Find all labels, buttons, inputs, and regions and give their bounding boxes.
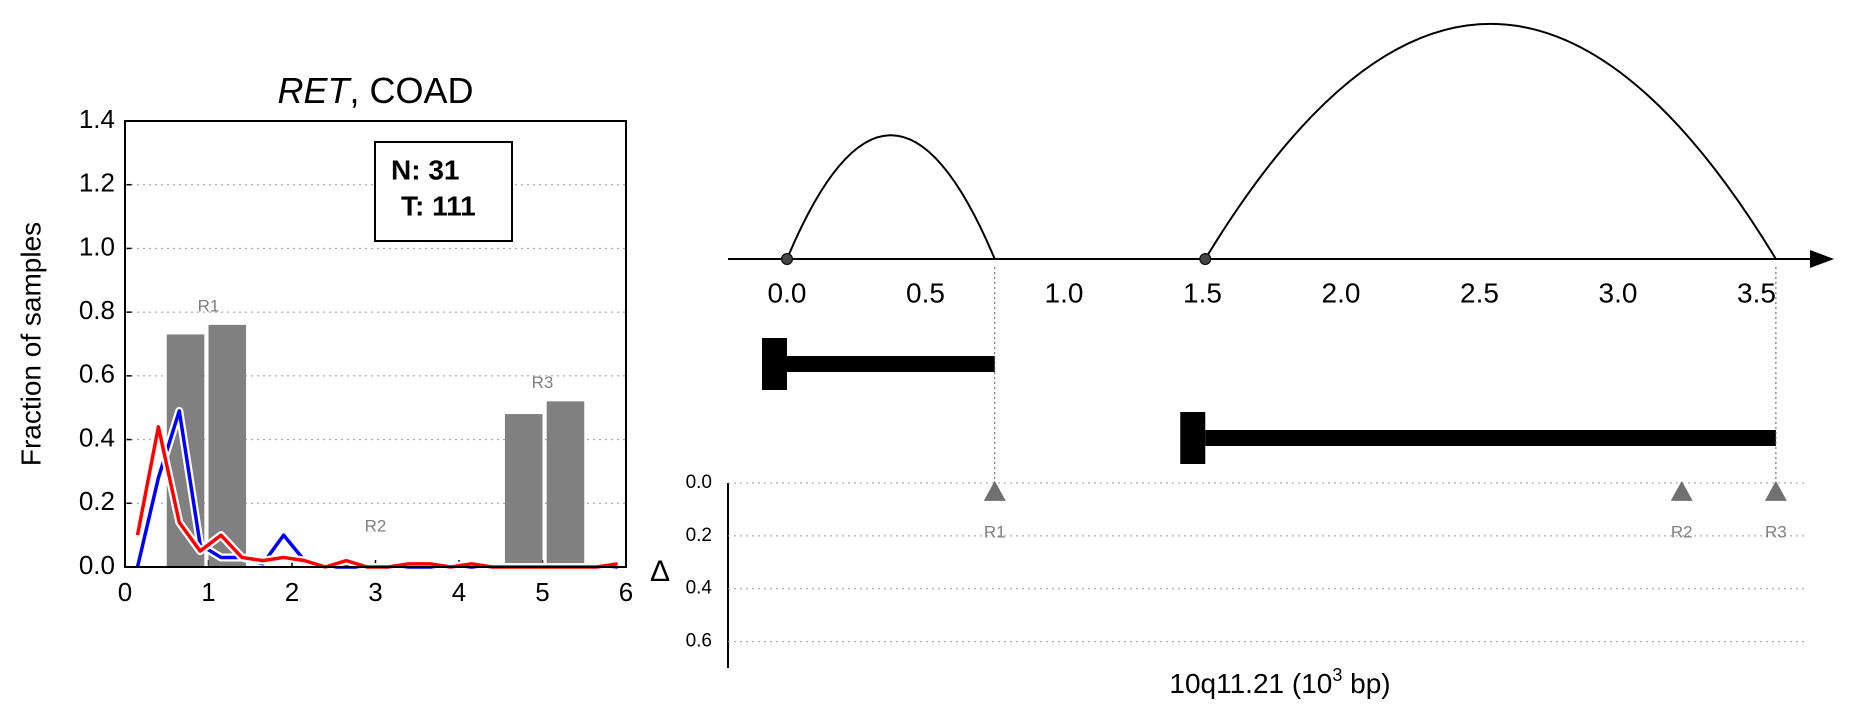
y-tick-label: 1.0 bbox=[79, 231, 115, 261]
plot-frame bbox=[124, 120, 627, 568]
title-gene: RET bbox=[277, 70, 352, 111]
y-tick-label: 0.2 bbox=[686, 525, 712, 546]
arc bbox=[786, 134, 996, 260]
arc-node bbox=[781, 253, 793, 265]
region-label: R1 bbox=[198, 296, 220, 315]
y-tick-label: 1.4 bbox=[79, 104, 115, 134]
y-tick-label: 0.0 bbox=[686, 472, 712, 493]
x-tick-label: 2.0 bbox=[1322, 277, 1361, 308]
y-axis-label: Fraction of samples bbox=[15, 222, 46, 466]
transcript-start bbox=[1180, 412, 1206, 464]
x-tick-label: 2 bbox=[285, 577, 299, 607]
region-marker bbox=[1670, 480, 1693, 501]
x-tick-label: 0.5 bbox=[906, 277, 945, 308]
region-marker bbox=[1764, 480, 1787, 501]
region-label: R2 bbox=[365, 516, 387, 535]
counts-text: T: 111 bbox=[401, 190, 476, 221]
y-tick-label: 0.6 bbox=[79, 359, 115, 389]
axis-arrow bbox=[1810, 250, 1834, 268]
arc-node bbox=[1199, 253, 1212, 265]
x-tick-label: 5 bbox=[535, 577, 549, 607]
arc bbox=[1204, 23, 1777, 260]
y-tick-label: 0.0 bbox=[79, 550, 115, 580]
region-label: R1 bbox=[984, 522, 1006, 541]
counts-text: N: 31 bbox=[391, 154, 459, 185]
bar bbox=[208, 324, 247, 567]
y-tick-label: 0.8 bbox=[79, 295, 115, 325]
title-rest: , COAD bbox=[349, 70, 473, 111]
x-label-text: 10q11.21 (10 bbox=[1169, 668, 1332, 699]
x-tick-label: 4 bbox=[452, 577, 466, 607]
transcript-start bbox=[762, 338, 787, 390]
y-tick-label: 0.2 bbox=[79, 486, 115, 516]
chart-title: RET, COAD bbox=[277, 70, 473, 111]
y-axis-label: Δ bbox=[650, 555, 670, 588]
x-tick-label: 6 bbox=[619, 577, 633, 607]
x-tick-label: 1 bbox=[201, 577, 215, 607]
bar bbox=[546, 401, 585, 567]
x-axis-label: 10q11.21 (103 bp) bbox=[1169, 665, 1390, 700]
x-tick-label: 0.0 bbox=[768, 277, 807, 308]
transcript bbox=[1205, 430, 1776, 446]
region-label: R3 bbox=[1765, 522, 1787, 541]
x-tick-label: 2.5 bbox=[1460, 277, 1499, 308]
y-tick-label: 0.4 bbox=[79, 422, 115, 452]
x-label-end: bp) bbox=[1342, 668, 1390, 699]
x-tick-label: 3.0 bbox=[1599, 277, 1638, 308]
y-tick-label: 0.6 bbox=[686, 631, 712, 652]
x-label-sup: 3 bbox=[1332, 665, 1342, 685]
x-tick-label: 0 bbox=[118, 577, 132, 607]
counts-box bbox=[374, 141, 513, 242]
region-label: R3 bbox=[532, 373, 554, 392]
transcript bbox=[787, 356, 995, 372]
bar bbox=[504, 414, 543, 567]
y-tick-label: 1.2 bbox=[79, 168, 115, 198]
x-tick-label: 3 bbox=[368, 577, 382, 607]
y-tick-label: 0.4 bbox=[686, 578, 713, 599]
region-marker bbox=[983, 480, 1006, 501]
x-tick-label: 1.0 bbox=[1045, 277, 1084, 308]
x-tick-label: 3.5 bbox=[1737, 277, 1776, 308]
x-tick-label: 1.5 bbox=[1183, 277, 1222, 308]
region-label: R2 bbox=[1671, 522, 1693, 541]
